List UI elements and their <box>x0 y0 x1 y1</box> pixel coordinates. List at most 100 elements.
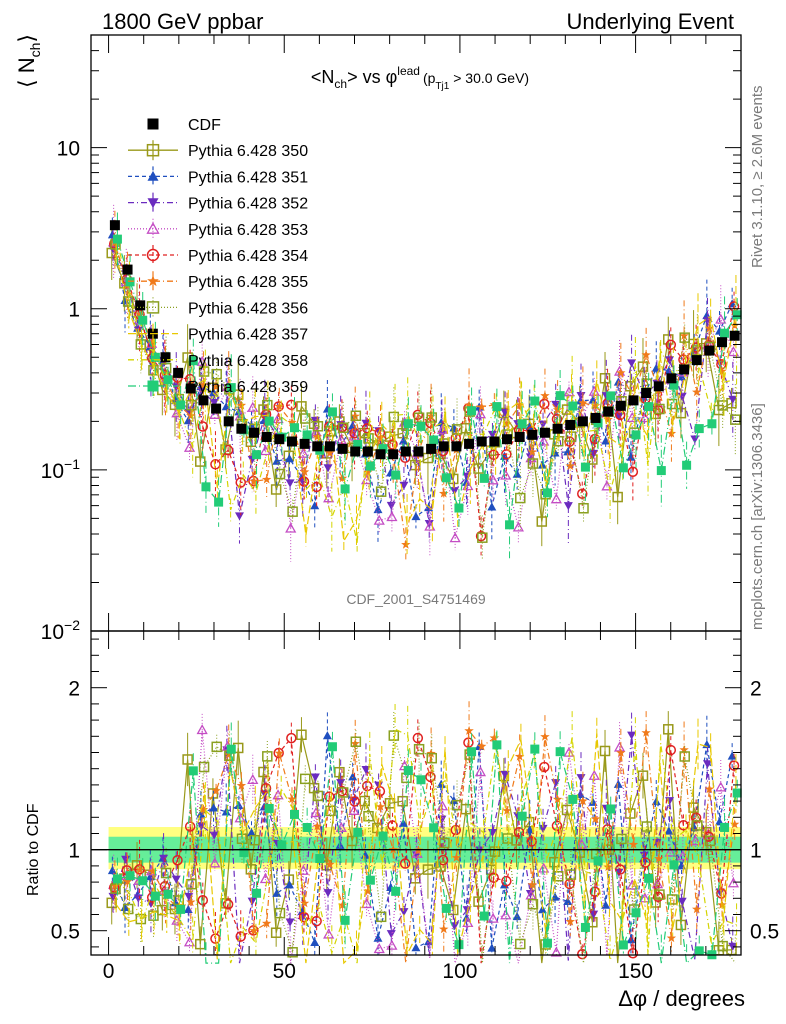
mc-series-ratio-3 <box>108 713 740 964</box>
mc-point <box>441 473 451 483</box>
mc-ratio-point <box>606 804 616 814</box>
mc-ratio-point <box>183 936 196 947</box>
mc-point <box>665 356 675 365</box>
mc-ratio-point <box>603 862 613 872</box>
cdf-point <box>691 355 702 366</box>
mc-point <box>235 477 246 488</box>
mc-ratio-point <box>514 751 525 761</box>
cdf-point <box>350 446 361 457</box>
mc-ratio-point <box>299 898 310 908</box>
mc-ratio-point <box>565 869 577 880</box>
mc-ratio-point <box>525 890 535 899</box>
mc-ratio-point <box>350 738 360 748</box>
mc-ratio-point <box>613 779 623 788</box>
mc-line <box>114 244 736 538</box>
mc-ratio-point <box>616 747 626 757</box>
legend-marker <box>146 301 160 314</box>
ratio-y-tick-label-right: 2 <box>750 678 762 701</box>
mc-point <box>183 441 196 452</box>
cdf-point <box>451 441 462 452</box>
mc-ratio-point <box>363 810 374 822</box>
cdf-point <box>552 423 563 434</box>
mc-series-ratio-9 <box>112 722 742 965</box>
mc-point <box>196 355 208 366</box>
mc-ratio-point <box>540 731 550 741</box>
mc-ratio-point <box>702 828 714 839</box>
y-tick-label: 10−1 <box>41 456 81 483</box>
mc-point <box>477 532 488 543</box>
mc-point <box>717 366 727 376</box>
mc-ratio-point <box>677 897 687 906</box>
mc-point <box>552 404 563 414</box>
mc-ratio-point <box>689 835 702 846</box>
ratio-y-tick-label-left: 2 <box>68 678 80 701</box>
mc-ratio-point <box>412 732 424 744</box>
cdf-point <box>426 443 437 454</box>
legend-label: Pythia 6.428 358 <box>188 353 308 370</box>
mc-line <box>112 248 734 524</box>
title-mid: > vs φ <box>347 67 397 87</box>
mc-point <box>565 431 577 442</box>
mc-ratio-point <box>489 846 501 857</box>
main-y-label: ⟨ Nch⟩ <box>14 34 43 88</box>
mc-ratio-point <box>515 938 526 950</box>
mc-point <box>637 361 649 372</box>
mc-point <box>197 387 207 396</box>
mc-point <box>296 401 307 412</box>
cdf-point <box>717 337 728 348</box>
mc-ratio-point <box>527 898 539 910</box>
mc-point <box>350 410 362 422</box>
mc-point <box>264 416 274 426</box>
mc-ratio-point <box>247 897 257 906</box>
mc-point <box>135 339 147 350</box>
mc-ratio-line <box>113 736 735 964</box>
mc-point <box>514 400 525 410</box>
mc-ratio-point <box>399 908 409 917</box>
legend-label: Pythia 6.428 351 <box>188 169 308 186</box>
mc-ratio-point <box>517 811 527 821</box>
title-post: > 30.0 GeV) <box>449 70 529 86</box>
y-tick-label: 1 <box>68 299 80 322</box>
mc-line <box>115 254 737 543</box>
cdf-point <box>653 381 664 392</box>
mc-ratio-point <box>211 785 221 795</box>
mc-ratio-point <box>502 833 513 844</box>
cdf-point <box>211 403 222 414</box>
mc-ratio-point <box>454 940 464 950</box>
mc-ratio-point <box>525 889 537 900</box>
mc-point <box>312 432 322 441</box>
cdf-point <box>160 352 171 363</box>
mc-ratio-point <box>426 752 437 764</box>
mc-ratio-point <box>336 785 348 797</box>
mc-ratio-point <box>704 784 715 794</box>
mc-point <box>666 398 678 410</box>
mc-point <box>720 328 730 338</box>
mc-ratio-point <box>538 824 548 834</box>
mc-point <box>692 345 703 356</box>
mc-point <box>654 403 665 415</box>
y-tick-exponent: −1 <box>64 456 80 472</box>
mc-ratio-point <box>274 748 284 758</box>
mc-ratio-point <box>172 855 183 866</box>
mc-point <box>515 492 526 504</box>
mc-ratio-point <box>728 942 738 951</box>
mc-point <box>285 522 297 533</box>
mc-series-ratio-6 <box>110 711 736 964</box>
cdf-point <box>615 400 626 411</box>
x-axis-label: Δφ / degrees <box>618 986 745 1011</box>
mc-point <box>715 313 727 324</box>
mc-point <box>552 435 564 447</box>
mc-ratio-point <box>690 812 702 824</box>
mc-point <box>487 474 499 485</box>
mc-point <box>539 398 550 410</box>
mc-ratio-point <box>513 826 525 838</box>
legend-marker <box>146 248 160 262</box>
mc-ratio-point <box>439 837 450 849</box>
y-tick-label: 10 <box>57 138 80 161</box>
x-tick-label: 150 <box>618 960 653 983</box>
mc-ratio-point <box>378 831 388 841</box>
mc-point <box>186 399 197 411</box>
cdf-point <box>286 436 297 447</box>
mc-ratio-point <box>375 801 386 811</box>
